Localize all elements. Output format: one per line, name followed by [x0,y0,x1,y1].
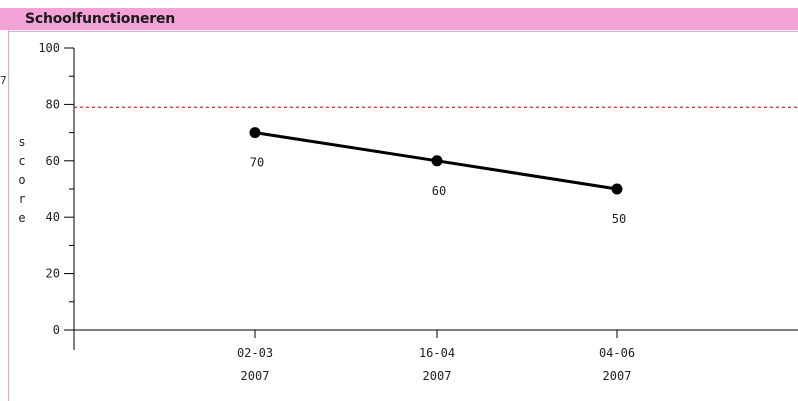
y-tick-label: 80 [46,97,60,111]
y-axis-label-char: e [18,211,25,225]
title-bar: Schoolfunctioneren [0,8,798,30]
x-tick-label-date: 04-06 [599,346,635,360]
data-point [431,155,443,167]
panel-left-border [8,30,9,401]
y-tick-label: 100 [38,41,60,55]
x-tick-label-date: 02-03 [237,346,273,360]
title-divider [8,31,798,32]
data-point [249,127,261,139]
data-point [611,183,623,195]
x-tick-label-year: 2007 [603,369,632,383]
y-tick-label: 0 [53,323,60,337]
y-axis-label-char: r [18,192,25,206]
data-label: 70 [250,156,264,170]
data-label: 60 [432,184,446,198]
x-tick-label-year: 2007 [423,369,452,383]
y-tick-label: 60 [46,154,60,168]
y-tick-label: 20 [46,267,60,281]
x-tick-label-year: 2007 [241,369,270,383]
y-tick-label: 40 [46,210,60,224]
window-title: Schoolfunctioneren [25,11,176,27]
clipped-glyph: 7 [0,74,7,87]
y-axis-label-char: s [18,135,25,149]
data-label: 50 [612,212,626,226]
y-axis-label-char: c [18,154,25,168]
x-tick-label-date: 16-04 [419,346,455,360]
y-axis-label-char: o [18,173,25,187]
